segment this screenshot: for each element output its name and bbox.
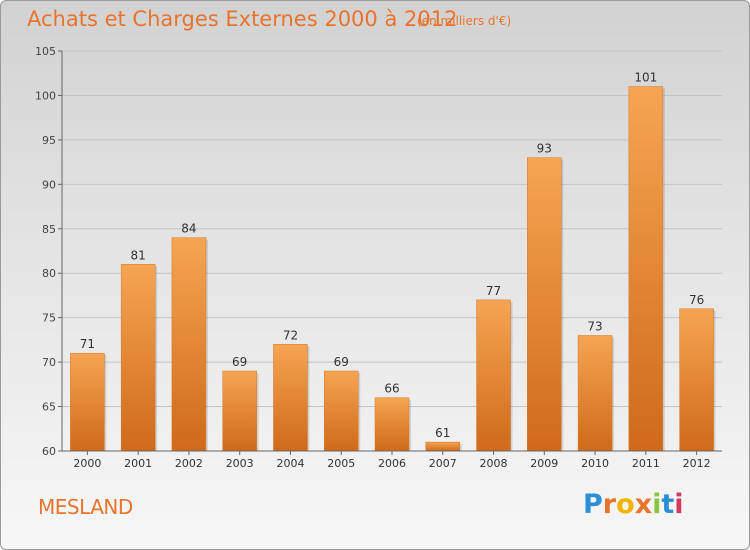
logo-letter: o	[616, 489, 635, 520]
logo-letter: P	[583, 489, 603, 520]
x-tick-label: 2007	[429, 457, 457, 470]
bar-2000	[70, 352, 105, 452]
x-tick-label: 2005	[327, 457, 355, 470]
y-tick-label: 85	[42, 223, 56, 236]
bar-2001	[120, 264, 156, 452]
bar-2010	[577, 335, 613, 452]
chart-subtitle: (en milliers d'€)	[417, 14, 512, 28]
bar-2004	[273, 344, 308, 452]
data-label: 69	[232, 355, 247, 369]
logo-letter: i	[674, 489, 684, 520]
x-tick-label: 2000	[73, 457, 101, 470]
y-tick-label: 95	[42, 134, 56, 147]
y-tick-label: 65	[42, 401, 56, 414]
x-tick-label: 2002	[175, 457, 203, 470]
data-label: 76	[689, 293, 704, 307]
x-tick-label: 2003	[226, 457, 254, 470]
bar-2006	[374, 397, 410, 452]
y-tick-label: 105	[35, 45, 56, 58]
bar-2009	[527, 157, 562, 452]
bar-2012	[679, 308, 714, 452]
data-label: 72	[283, 328, 298, 342]
y-tick-label: 60	[42, 445, 56, 458]
bar-2002	[171, 237, 207, 452]
logo-letter: i	[652, 489, 662, 520]
bar-2005	[323, 370, 359, 452]
data-label: 71	[80, 337, 95, 351]
x-tick-label: 2008	[480, 457, 508, 470]
x-tick-label: 2006	[378, 457, 406, 470]
y-tick-label: 90	[42, 178, 56, 191]
logo-letter: t	[661, 489, 675, 520]
y-tick-label: 80	[42, 267, 56, 280]
x-tick-label: 2012	[683, 457, 711, 470]
data-label: 77	[486, 284, 501, 298]
y-tick-label: 75	[42, 312, 56, 325]
bar-2007	[425, 441, 461, 452]
x-tick-label: 2001	[124, 457, 152, 470]
y-tick-label: 100	[35, 89, 56, 102]
bar-2011	[628, 86, 664, 452]
y-tick-label: 70	[42, 356, 56, 369]
data-label: 81	[131, 248, 146, 262]
x-tick-label: 2004	[276, 457, 304, 470]
logo-letter: x	[634, 489, 653, 520]
x-tick-label: 2010	[581, 457, 609, 470]
bar-2003	[222, 370, 257, 452]
commune-name: MESLAND	[38, 495, 133, 519]
data-label: 84	[181, 222, 196, 236]
chart-title: Achats et Charges Externes 2000 à 2012	[27, 7, 458, 31]
proxiti-logo: Proxiti	[583, 489, 684, 520]
data-label: 93	[537, 142, 552, 156]
logo-letter: r	[602, 489, 617, 520]
x-tick-label: 2011	[632, 457, 660, 470]
data-label: 101	[634, 71, 657, 85]
x-tick-label: 2009	[530, 457, 558, 470]
data-label: 69	[334, 355, 349, 369]
data-label: 66	[384, 382, 399, 396]
bar-2008	[476, 299, 511, 452]
data-label: 73	[587, 319, 602, 333]
data-label: 61	[435, 426, 450, 440]
